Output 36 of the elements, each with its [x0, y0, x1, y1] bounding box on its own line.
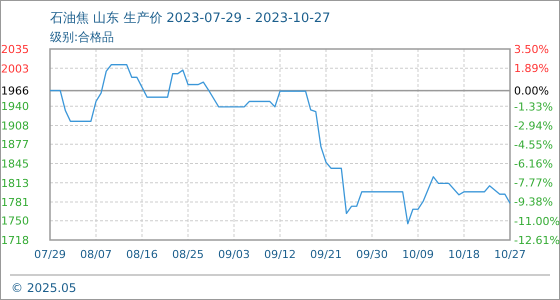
- text: © 2025.05: [11, 281, 76, 295]
- y2-tick-label: 3.50%: [514, 43, 549, 56]
- chart-subtitle: 级别:合格品: [50, 30, 114, 44]
- x-tick-label: 09/21: [310, 248, 342, 261]
- x-tick-label: 08/25: [172, 248, 204, 261]
- y2-tick-label: -2.94%: [514, 119, 553, 132]
- x-tick-label: 09/30: [356, 248, 388, 261]
- y-tick-label: 1718: [1, 234, 29, 247]
- x-tick-label: 09/12: [264, 248, 296, 261]
- y-tick-label: 1781: [1, 196, 29, 210]
- y-tick-label: 1966: [1, 84, 29, 98]
- x-tick-label: 10/27: [494, 248, 526, 261]
- x-tick-label: 10/18: [448, 248, 480, 261]
- y2-tick-label: 1.89%: [514, 62, 549, 76]
- y2-tick-label: -6.16%: [514, 158, 553, 171]
- x-tick-label: 08/16: [126, 248, 158, 261]
- y-tick-label: 1845: [1, 157, 29, 170]
- x-tick-label: 07/29: [34, 248, 66, 261]
- y-tick-label: 1877: [1, 138, 29, 152]
- y2-tick-label: -1.33%: [514, 100, 553, 114]
- y-tick-label: 1813: [1, 176, 29, 190]
- chart-title: 石油焦 山东 生产价 2023-07-29 - 2023-10-27: [50, 11, 330, 26]
- x-tick-label: 10/09: [402, 248, 434, 261]
- y-tick-label: 2035: [1, 43, 29, 56]
- x-tick-label: 08/07: [80, 248, 112, 261]
- y-tick-label: 1940: [1, 100, 29, 114]
- x-tick-label: 09/03: [218, 248, 250, 261]
- y-tick-label: 1908: [1, 120, 29, 133]
- y2-tick-label: -11.00%: [514, 214, 560, 228]
- y-tick-label: 1750: [1, 214, 29, 228]
- y2-tick-label: -12.61%: [514, 234, 560, 247]
- y2-tick-label: 0.00%: [514, 84, 549, 98]
- y2-tick-label: -7.77%: [514, 176, 553, 190]
- y-tick-label: 2003: [1, 62, 29, 76]
- y2-tick-label: -9.38%: [514, 196, 553, 209]
- y2-tick-label: -4.55%: [514, 138, 553, 152]
